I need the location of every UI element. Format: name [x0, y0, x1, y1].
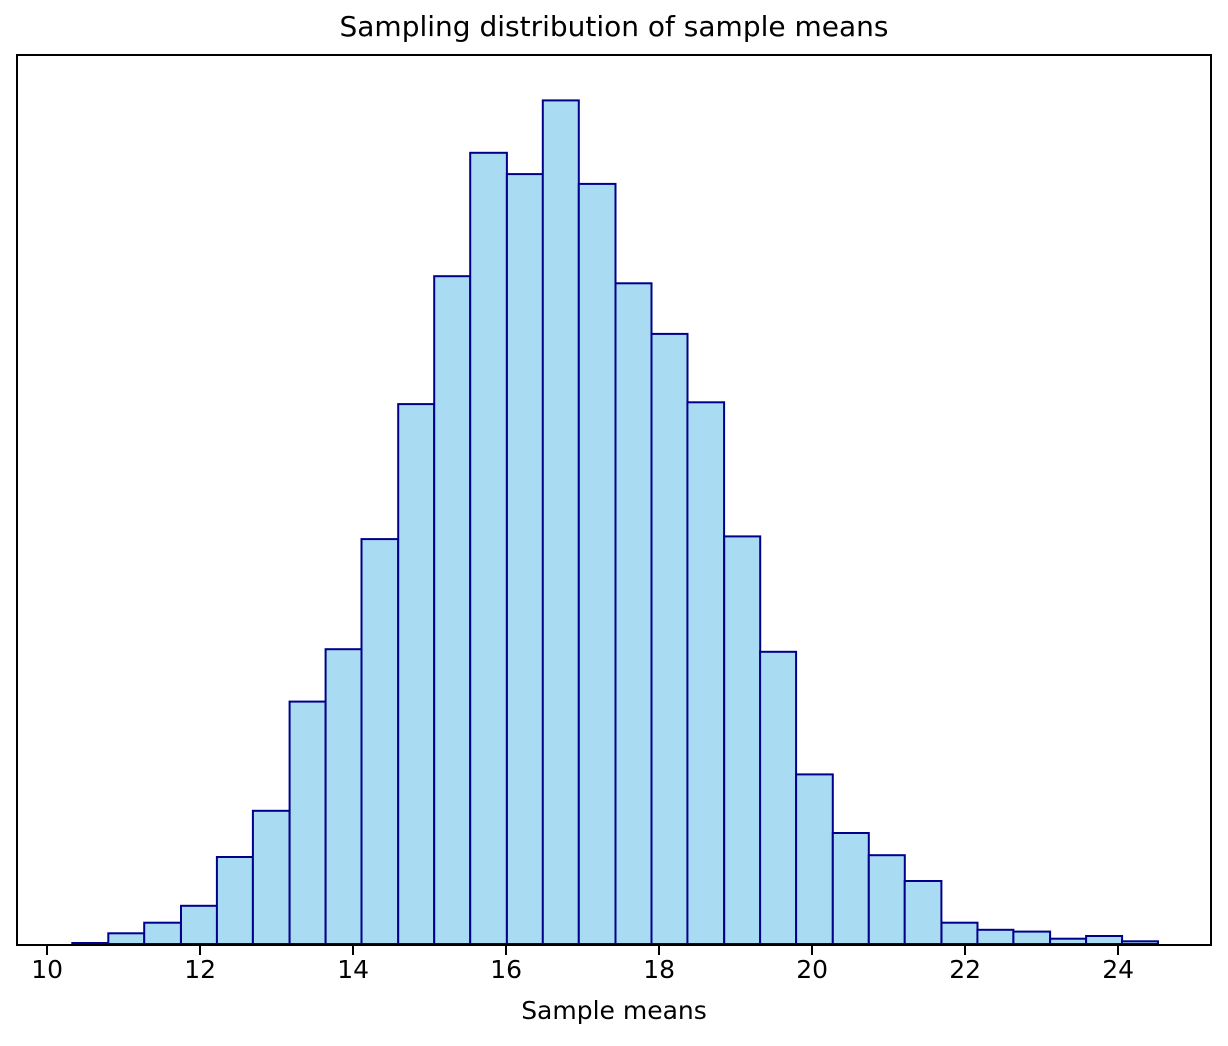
- histogram-bar: [577, 182, 617, 944]
- x-axis-tick: [658, 946, 661, 955]
- x-axis-label: Sample means: [521, 996, 707, 1025]
- x-axis-tick-label: 14: [337, 955, 369, 984]
- histogram-bar: [1049, 937, 1088, 944]
- histogram-bar: [324, 648, 363, 944]
- histogram-bar: [288, 700, 327, 944]
- histogram-bar: [143, 921, 182, 944]
- histogram-bar: [795, 773, 834, 944]
- histogram-bar: [831, 832, 870, 944]
- histogram-bars: [71, 99, 1159, 944]
- histogram-bar: [723, 535, 762, 944]
- histogram-bar: [1012, 930, 1052, 944]
- histogram-bar: [940, 921, 979, 944]
- x-axis-tick-label: 18: [643, 955, 675, 984]
- x-axis-tick-label: 10: [31, 955, 63, 984]
- histogram-bar: [251, 809, 291, 944]
- histogram-bar: [71, 942, 110, 944]
- x-axis-tick-label: 20: [796, 955, 829, 984]
- histogram-bar: [215, 856, 254, 944]
- plot-area: [16, 54, 1212, 946]
- x-axis-tick: [964, 946, 967, 955]
- histogram-bar: [1085, 935, 1124, 944]
- histogram-bar: [360, 538, 400, 944]
- x-axis-tick: [199, 946, 202, 955]
- x-axis-tick: [811, 946, 814, 955]
- chart-title: Sampling distribution of sample means: [339, 10, 889, 43]
- x-axis-tick-label: 24: [1102, 955, 1135, 984]
- histogram-bar: [1121, 940, 1159, 944]
- x-axis-tick-label: 16: [490, 955, 522, 984]
- x-axis-tick: [1117, 946, 1120, 955]
- histogram-bar: [650, 332, 689, 944]
- histogram-bar: [433, 275, 472, 944]
- histogram-bar: [541, 99, 580, 944]
- histogram-bar: [505, 173, 544, 944]
- x-axis-tick: [46, 946, 49, 955]
- histogram-bar: [903, 880, 943, 944]
- histogram-bar: [759, 650, 798, 944]
- histogram-bar: [469, 151, 508, 944]
- x-axis-tick-label: 12: [184, 955, 216, 984]
- histogram-bar: [614, 282, 653, 944]
- x-axis-tick-label: 22: [949, 955, 982, 984]
- histogram-bar: [867, 854, 906, 944]
- histogram-bar: [976, 928, 1015, 944]
- histogram-bar: [107, 932, 146, 944]
- x-axis-tick: [352, 946, 355, 955]
- histogram-bar: [180, 904, 218, 944]
- histogram-bar: [686, 401, 726, 944]
- histogram-bar: [397, 403, 436, 944]
- x-axis-tick: [505, 946, 508, 955]
